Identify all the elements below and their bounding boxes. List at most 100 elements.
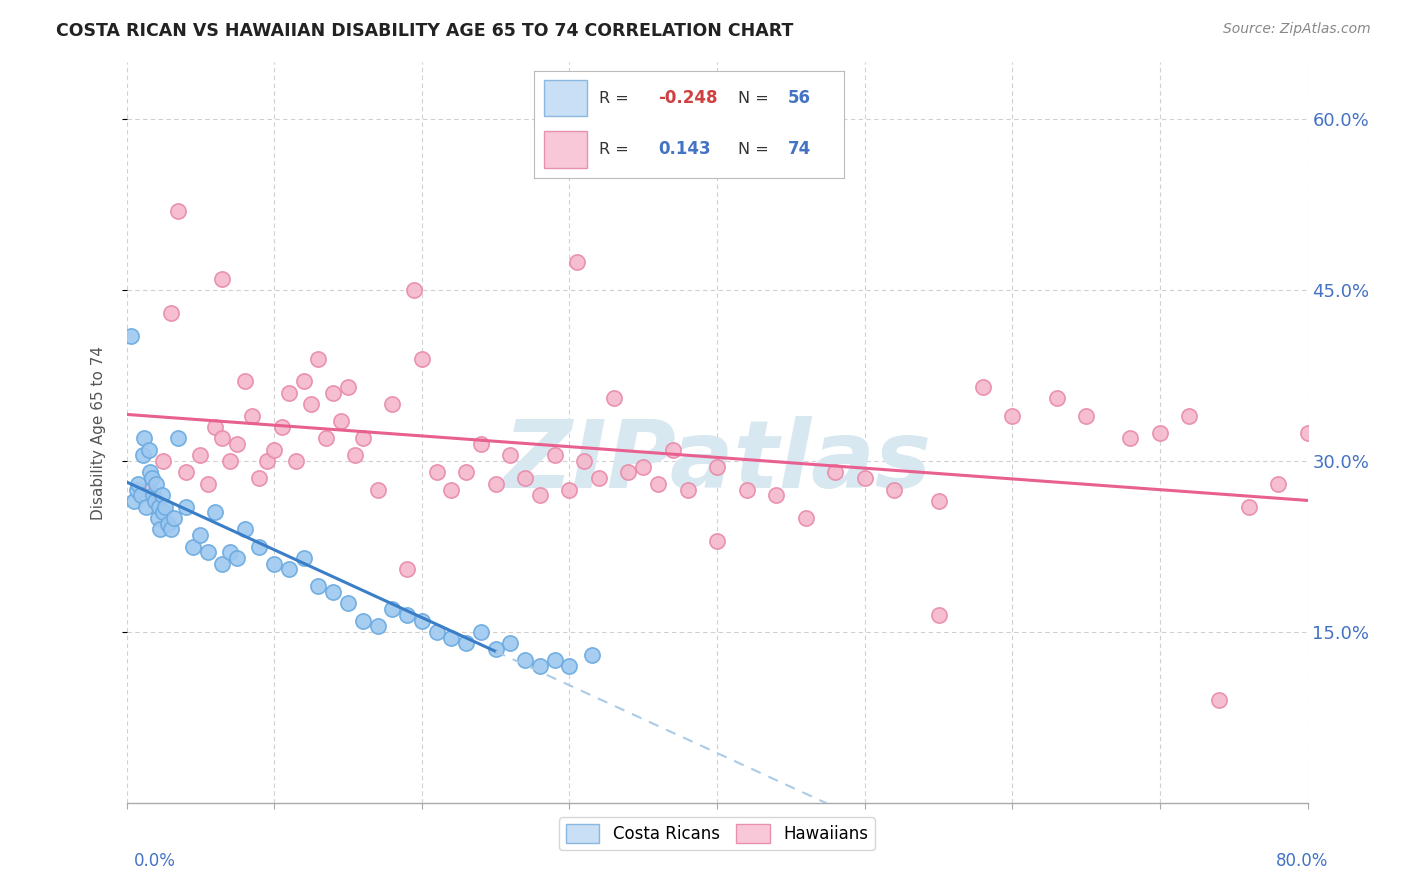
Point: [152, 505, 174, 519]
Point: [146, 511, 169, 525]
Point: [226, 437, 249, 451]
Point: [617, 466, 640, 480]
Point: [278, 562, 301, 576]
Point: [142, 488, 165, 502]
Point: [270, 420, 292, 434]
Point: [188, 449, 212, 463]
Point: [470, 437, 492, 451]
Point: [138, 442, 160, 457]
Point: [396, 607, 419, 622]
Point: [139, 466, 162, 480]
Point: [440, 631, 463, 645]
Point: [544, 449, 567, 463]
Point: [143, 494, 166, 508]
Point: [426, 466, 449, 480]
Text: 74: 74: [787, 141, 811, 159]
Point: [396, 562, 419, 576]
Point: [149, 523, 172, 537]
Point: [219, 545, 242, 559]
Point: [256, 454, 278, 468]
Point: [125, 483, 148, 497]
Point: [135, 500, 157, 514]
Point: [174, 500, 197, 514]
Point: [558, 483, 581, 497]
Point: [735, 483, 758, 497]
Legend: Costa Ricans, Hawaiians: Costa Ricans, Hawaiians: [560, 817, 875, 850]
Point: [1296, 425, 1319, 440]
Point: [1267, 476, 1289, 491]
Point: [138, 483, 160, 497]
Point: [662, 442, 685, 457]
FancyBboxPatch shape: [544, 80, 586, 116]
Text: ZIPatlas: ZIPatlas: [503, 417, 931, 508]
Point: [167, 431, 190, 445]
Point: [344, 449, 367, 463]
Point: [315, 431, 337, 445]
Point: [263, 442, 285, 457]
Point: [122, 494, 145, 508]
Point: [322, 385, 344, 400]
Point: [120, 328, 142, 343]
Point: [204, 420, 226, 434]
Point: [299, 397, 322, 411]
Point: [706, 459, 728, 474]
Point: [263, 557, 285, 571]
Point: [337, 597, 360, 611]
Point: [132, 449, 155, 463]
Point: [1001, 409, 1024, 423]
Point: [129, 488, 153, 502]
Point: [381, 397, 404, 411]
Point: [337, 380, 360, 394]
Point: [219, 454, 242, 468]
Point: [181, 540, 204, 554]
Point: [633, 459, 655, 474]
Point: [233, 375, 256, 389]
Point: [485, 476, 508, 491]
Text: COSTA RICAN VS HAWAIIAN DISABILITY AGE 65 TO 74 CORRELATION CHART: COSTA RICAN VS HAWAIIAN DISABILITY AGE 6…: [56, 22, 793, 40]
Point: [411, 614, 433, 628]
Point: [285, 454, 308, 468]
Point: [485, 642, 508, 657]
Point: [544, 653, 567, 667]
Point: [1208, 693, 1230, 707]
Point: [1237, 500, 1260, 514]
Point: [1046, 392, 1069, 406]
Text: R =: R =: [599, 142, 640, 157]
Point: [765, 488, 787, 502]
Point: [972, 380, 994, 394]
Point: [529, 659, 551, 673]
Point: [204, 505, 226, 519]
Point: [211, 557, 233, 571]
Point: [148, 500, 170, 514]
Point: [440, 483, 463, 497]
Point: [1178, 409, 1201, 423]
Point: [329, 414, 352, 428]
Point: [308, 579, 330, 593]
Point: [581, 648, 603, 662]
Point: [367, 619, 389, 633]
Point: [676, 483, 699, 497]
Point: [160, 306, 183, 320]
FancyBboxPatch shape: [544, 131, 586, 168]
Point: [456, 466, 478, 480]
Point: [163, 511, 186, 525]
Point: [188, 528, 212, 542]
Point: [381, 602, 404, 616]
Point: [150, 488, 173, 502]
Point: [211, 272, 233, 286]
Point: [153, 500, 176, 514]
Point: [588, 471, 610, 485]
Point: [174, 466, 197, 480]
Point: [603, 392, 626, 406]
Point: [529, 488, 551, 502]
Point: [883, 483, 905, 497]
Point: [141, 471, 163, 485]
Point: [156, 516, 179, 531]
Point: [1149, 425, 1171, 440]
Text: Source: ZipAtlas.com: Source: ZipAtlas.com: [1223, 22, 1371, 37]
Point: [233, 523, 256, 537]
Point: [308, 351, 330, 366]
Text: 56: 56: [787, 89, 811, 107]
Point: [515, 471, 537, 485]
Point: [824, 466, 846, 480]
